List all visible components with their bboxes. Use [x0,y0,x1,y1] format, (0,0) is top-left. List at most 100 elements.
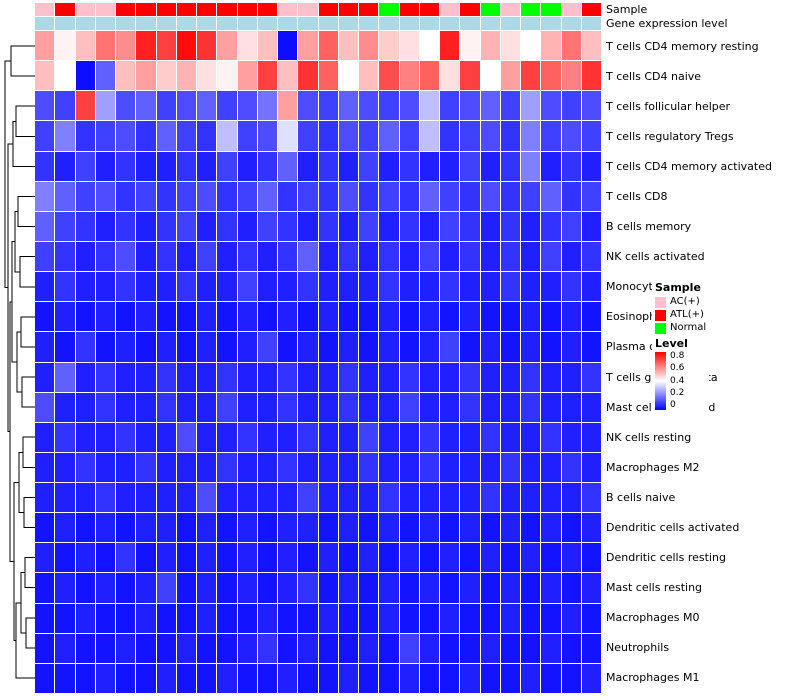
heatmap-cell [460,392,480,422]
heatmap-cell [338,31,358,61]
heatmap-cell [338,543,358,573]
heatmap-cell [500,181,520,211]
sample-annotation-cell [136,3,156,16]
heatmap-cell [156,483,176,513]
heatmap-cell [500,61,520,91]
heatmap-cell [116,302,136,332]
heatmap-cell [419,61,439,91]
heatmap-cell [338,61,358,91]
heatmap-cell [257,663,277,693]
heatmap-cell [237,181,257,211]
heatmap-cell [237,633,257,663]
heatmap-cell [359,241,379,272]
heatmap-cell [480,422,500,452]
heatmap-cell [55,121,75,151]
heatmap-cell [75,543,95,573]
gene-expression-annotation-cell [257,17,277,30]
heatmap-cell [176,573,196,603]
heatmap-cell [500,392,520,422]
heatmap-cell [521,573,541,603]
heatmap-cell [55,422,75,452]
heatmap-cell [440,573,460,603]
heatmap-cell [298,211,318,241]
heatmap-cell [500,302,520,332]
gene-expression-annotation-cell [217,17,237,30]
heatmap-cell [521,422,541,452]
heatmap-cell [318,633,338,663]
heatmap-cell [278,573,298,603]
heatmap-cell [500,121,520,151]
heatmap-cell [35,272,55,302]
heatmap-cell [55,241,75,272]
heatmap-cell [541,603,561,633]
heatmap-cell [561,452,581,483]
heatmap-cell [237,241,257,272]
heatmap-cell [278,452,298,483]
sample-annotation-cell [440,3,460,16]
heatmap-cell [116,573,136,603]
heatmap-cell [500,543,520,573]
heatmap-cell [176,181,196,211]
heatmap-cell [95,513,115,543]
heatmap-cell [197,151,217,181]
heatmap-cell [521,392,541,422]
heatmap-cell [217,483,237,513]
heatmap-cell [95,633,115,663]
heatmap-cell [440,332,460,362]
heatmap-cell [419,272,439,302]
heatmap-cell [379,543,399,573]
heatmap-cell [136,452,156,483]
heatmap-cell [176,91,196,121]
heatmap-cell [116,663,136,693]
heatmap-cell [237,573,257,603]
heatmap-cell [217,392,237,422]
heatmap-cell [379,633,399,663]
gene-expression-annotation-cell [500,17,520,30]
heatmap-cell [480,211,500,241]
heatmap-cell [460,603,480,633]
heatmap-cell [75,121,95,151]
heatmap-cell [541,513,561,543]
legend-item-atl-: ATL(+) [655,309,706,321]
heatmap-cell [379,332,399,362]
row-label: NK cells activated [606,250,705,264]
heatmap-cell [359,633,379,663]
legend-swatch [655,296,666,308]
heatmap-cell [298,91,318,121]
heatmap-cell [55,603,75,633]
heatmap-cell [399,332,419,362]
legend-item-label: AC(+) [670,296,700,307]
heatmap-cell [379,181,399,211]
heatmap-cell [237,91,257,121]
heatmap-cell [197,121,217,151]
heatmap-cell [237,121,257,151]
heatmap-cell [55,151,75,181]
heatmap-cell [379,151,399,181]
sample-annotation-cell [581,3,601,16]
heatmap-cell [95,31,115,61]
gene-expression-annotation-cell [75,17,95,30]
heatmap-cell [298,483,318,513]
heatmap-cell [359,151,379,181]
heatmap-cell [419,483,439,513]
heatmap-cell [318,241,338,272]
heatmap-cell [440,633,460,663]
heatmap-cell [399,31,419,61]
legend-sample-items: AC(+) ATL(+) Normal [655,296,706,334]
heatmap-cell [116,181,136,211]
heatmap-cell [35,543,55,573]
heatmap-cell [440,362,460,392]
heatmap-cell [116,211,136,241]
heatmap-cell [541,211,561,241]
heatmap-cell [237,422,257,452]
row-label: T cells CD8 [606,189,668,203]
heatmap-cell [338,633,358,663]
heatmap-cell [419,543,439,573]
sample-annotation-cell [237,3,257,16]
heatmap-cell [116,483,136,513]
heatmap-cell [176,241,196,272]
sample-annotation-cell [217,3,237,16]
heatmap-cell [35,603,55,633]
heatmap-cell [581,422,601,452]
heatmap-cell [419,362,439,392]
